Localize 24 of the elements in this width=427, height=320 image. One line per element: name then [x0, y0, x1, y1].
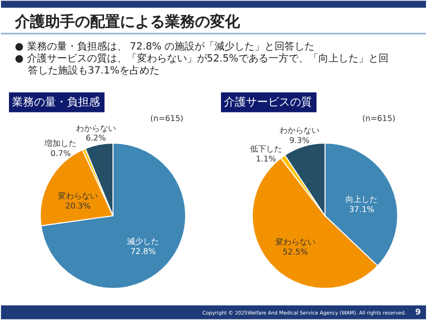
text: ● 業務の量・負担感は、 72.8% の施設が「減少した」と回答した [14, 40, 315, 53]
data-label: 72.8% [130, 246, 156, 256]
slice-label: わからない [279, 126, 320, 135]
slice-label: 変わらない [58, 192, 98, 201]
data-label: 6.2% [86, 134, 106, 143]
slice-label: 低下した [250, 144, 282, 154]
slice-label: 向上した [346, 194, 378, 204]
data-label: 0.7% [50, 149, 72, 158]
data-label: 1.1% [256, 154, 276, 164]
chart-title: 介護サービスの質 [224, 95, 312, 108]
text: 9 [415, 307, 422, 316]
data-label: 9.3% [289, 136, 310, 145]
text: 介護助手の配置による業務の変化 [14, 12, 241, 31]
chart-subtitle: (n=615) [362, 114, 396, 124]
chart-title: 業務の量・負担感 [12, 95, 100, 108]
text: ● 介護サービスの質は、「変わらない」が52.5%である一方で、「向上した」と回答した施設も37.1%を占めた [14, 52, 388, 76]
data-label: 52.5% [282, 247, 308, 256]
slice-label: わからない [76, 124, 116, 133]
data-label: 37.1% [349, 204, 375, 214]
slice-label: 減少した [127, 236, 160, 246]
slice-label: 増加した [44, 139, 77, 148]
slice-label: 変わらない [275, 237, 316, 246]
chart-subtitle: (n=615) [150, 114, 184, 124]
data-label: 20.3% [65, 202, 91, 211]
